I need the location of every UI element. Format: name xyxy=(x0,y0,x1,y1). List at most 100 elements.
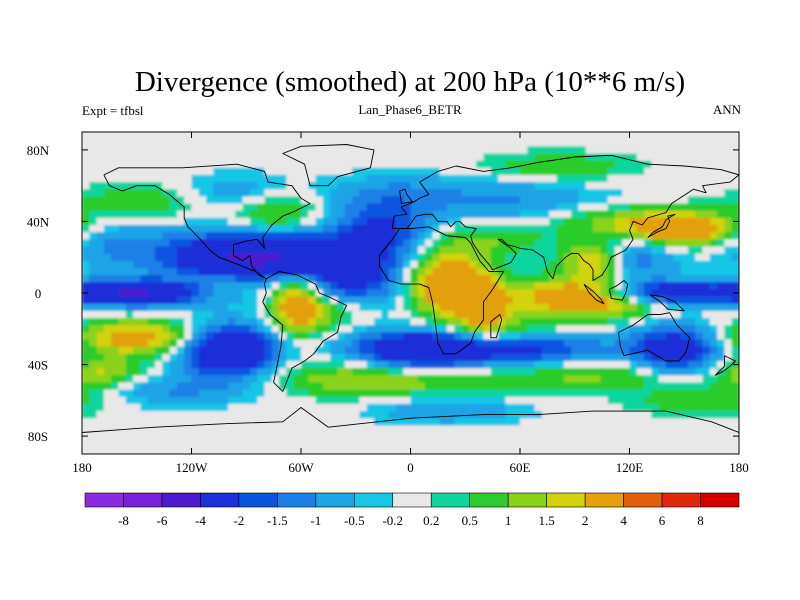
field-cell xyxy=(198,196,207,205)
field-cell xyxy=(366,439,375,448)
field-cell xyxy=(439,275,448,283)
field-cell xyxy=(461,139,470,147)
field-cell xyxy=(191,439,200,448)
field-cell xyxy=(147,325,156,333)
field-cell xyxy=(578,275,587,283)
field-cell xyxy=(549,146,558,155)
field-cell xyxy=(315,353,324,362)
field-cell xyxy=(585,446,594,454)
field-cell xyxy=(176,389,185,398)
field-cell xyxy=(308,139,317,147)
field-cell xyxy=(133,425,141,434)
field-cell xyxy=(308,275,317,283)
field-cell xyxy=(352,246,360,255)
field-cell xyxy=(169,303,178,312)
field-cell xyxy=(578,446,587,454)
field-cell xyxy=(147,174,156,183)
field-cell xyxy=(359,375,368,384)
field-cell xyxy=(257,174,266,183)
field-cell xyxy=(461,160,470,169)
field-cell xyxy=(330,153,339,162)
field-cell xyxy=(490,182,499,190)
field-cell xyxy=(600,310,609,319)
field-cell xyxy=(666,217,674,226)
field-cell xyxy=(271,246,280,255)
field-cell xyxy=(498,296,506,305)
field-cell xyxy=(512,310,521,319)
field-cell xyxy=(286,411,295,419)
field-cell xyxy=(695,425,704,434)
field-cell xyxy=(322,403,331,412)
field-cell xyxy=(344,210,353,219)
field-cell xyxy=(198,425,207,434)
field-cell xyxy=(454,196,463,205)
field-cell xyxy=(228,332,236,341)
field-cell xyxy=(89,353,98,362)
field-cell xyxy=(505,174,514,183)
field-cell xyxy=(680,353,689,362)
field-cell xyxy=(271,325,280,333)
field-cell xyxy=(636,439,645,448)
field-cell xyxy=(614,425,623,434)
field-cell xyxy=(403,425,412,434)
field-cell xyxy=(89,153,98,162)
field-cell xyxy=(636,446,645,454)
field-cell xyxy=(505,346,514,355)
colorbar-box xyxy=(161,492,201,508)
field-cell xyxy=(286,418,295,426)
field-cell xyxy=(271,174,280,183)
field-cell xyxy=(228,439,236,448)
field-cell xyxy=(206,267,214,276)
field-cell xyxy=(82,303,90,312)
field-cell xyxy=(198,146,207,155)
field-cell xyxy=(352,296,360,305)
field-cell xyxy=(264,260,273,269)
field-cell xyxy=(695,353,704,362)
field-cell xyxy=(520,418,528,426)
field-cell xyxy=(257,153,266,162)
field-cell xyxy=(680,132,689,140)
field-cell xyxy=(374,160,382,169)
field-cell xyxy=(155,439,163,448)
field-cell xyxy=(206,310,214,319)
field-cell xyxy=(709,210,718,219)
field-cell xyxy=(556,167,565,176)
field-cell xyxy=(607,153,616,162)
field-cell xyxy=(315,360,324,369)
field-cell xyxy=(403,310,412,319)
field-cell xyxy=(395,368,404,376)
field-cell xyxy=(344,303,353,312)
field-cell xyxy=(103,282,112,291)
field-cell xyxy=(286,160,295,169)
field-cell xyxy=(651,217,660,226)
field-cell xyxy=(213,325,222,333)
field-cell xyxy=(410,418,419,426)
field-cell xyxy=(636,303,645,312)
field-cell xyxy=(432,389,441,398)
field-cell xyxy=(118,411,127,419)
field-cell xyxy=(410,296,419,305)
field-cell xyxy=(673,132,682,140)
field-cell xyxy=(242,260,251,269)
field-cell xyxy=(344,289,353,298)
field-cell xyxy=(731,403,739,412)
field-cell xyxy=(600,282,609,291)
field-cell xyxy=(432,439,441,448)
field-cell xyxy=(447,153,455,162)
field-cell xyxy=(176,439,185,448)
field-cell xyxy=(578,282,587,291)
field-cell xyxy=(483,232,492,240)
field-cell xyxy=(111,253,120,262)
field-cell xyxy=(556,425,565,434)
field-cell xyxy=(556,303,565,312)
field-cell xyxy=(242,360,251,369)
field-cell xyxy=(549,446,558,454)
field-cell xyxy=(125,153,134,162)
field-cell xyxy=(213,153,222,162)
field-cell xyxy=(308,375,317,384)
field-cell xyxy=(724,411,733,419)
field-cell xyxy=(271,132,280,140)
field-cell xyxy=(220,282,229,291)
field-cell xyxy=(498,360,506,369)
field-cell xyxy=(644,139,652,147)
